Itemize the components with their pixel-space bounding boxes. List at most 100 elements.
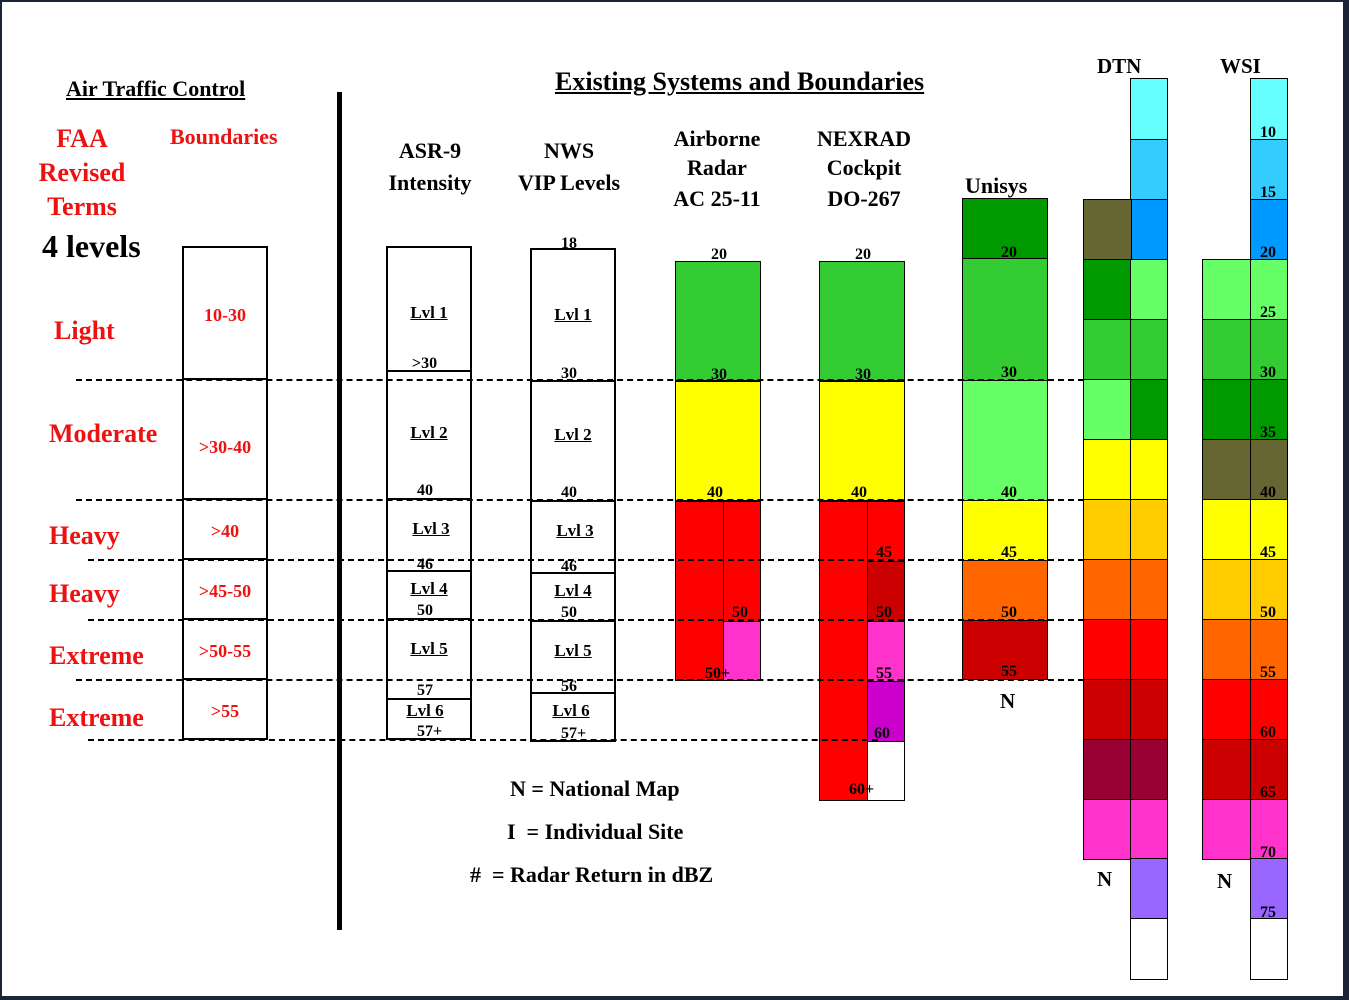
airborne-band-green xyxy=(675,261,761,381)
wsi-band-orange xyxy=(1202,619,1288,681)
dtn-band-orange xyxy=(1083,559,1168,621)
range-40: >40 xyxy=(210,521,240,541)
range-30-40: >30-40 xyxy=(198,437,252,457)
nexrad-title-line3: DO-267 xyxy=(827,186,901,211)
term-extreme: Extreme xyxy=(49,641,144,670)
nexrad-value: 40 xyxy=(851,484,867,501)
nws-value: 30 xyxy=(561,365,577,382)
nws-title-line1: NWS xyxy=(543,138,595,163)
nexrad-band-green xyxy=(819,261,905,381)
nws-column xyxy=(530,248,616,742)
wsi-value: 40 xyxy=(1260,484,1276,501)
four-levels-label: 4 levels xyxy=(42,228,141,264)
wsi-title: WSI xyxy=(1220,54,1261,78)
asr9-level-3: Lvl 3 xyxy=(412,519,450,538)
airborne-band-red-right xyxy=(723,501,761,623)
wsi-value: 25 xyxy=(1260,304,1276,321)
wsi-value: 65 xyxy=(1260,784,1276,801)
unisys-national-marker: N xyxy=(1000,689,1016,713)
airborne-value: 30 xyxy=(711,366,727,383)
unisys-value: 40 xyxy=(1001,484,1017,501)
faa-title-line2: Revised xyxy=(38,158,126,187)
wsi-center-line xyxy=(1250,260,1251,860)
dtn-left-dark-green xyxy=(1083,259,1132,321)
unisys-value: 45 xyxy=(1001,544,1017,561)
dtn-band-green xyxy=(1083,319,1168,381)
nws-level-5: Lvl 5 xyxy=(554,641,592,660)
wsi-value: 75 xyxy=(1260,904,1276,921)
wsi-value: 70 xyxy=(1260,844,1276,861)
airborne-value: 50+ xyxy=(705,665,731,682)
dtn-band-dark-red xyxy=(1083,679,1168,741)
asr9-level-5: Lvl 5 xyxy=(410,639,448,658)
nws-divider xyxy=(530,500,616,502)
nws-value: 50 xyxy=(561,604,577,621)
airborne-band-yellow xyxy=(675,381,761,501)
wsi-band-green xyxy=(1202,319,1288,381)
dtn-right-cyan xyxy=(1130,78,1168,141)
nws-value: 57+ xyxy=(561,725,587,742)
dtn-right-light-green xyxy=(1130,259,1168,321)
boundaries-label: Boundaries xyxy=(170,124,278,149)
wsi-value: 55 xyxy=(1260,664,1276,681)
dtn-right-blue xyxy=(1130,199,1168,261)
boundary-line-50 xyxy=(88,619,1084,621)
term-extreme-2: Extreme xyxy=(49,703,144,732)
dtn-right-white xyxy=(1130,918,1168,980)
nws-divider xyxy=(530,380,616,382)
airborne-value: 40 xyxy=(707,484,723,501)
range-10-30: 10-30 xyxy=(204,305,246,325)
asr9-level-1: Lvl 1 xyxy=(410,303,448,322)
asr9-level-2: Lvl 2 xyxy=(410,423,448,442)
nws-title-line2: VIP Levels xyxy=(517,170,621,195)
term-heavy: Heavy xyxy=(49,521,120,550)
unisys-value: 20 xyxy=(1001,244,1017,261)
faa-title-line1: FAA xyxy=(56,124,108,153)
term-heavy-2: Heavy xyxy=(49,579,120,608)
range-45-50: >45-50 xyxy=(198,581,252,601)
dtn-title: DTN xyxy=(1097,54,1142,78)
boundary-line-55 xyxy=(76,679,1084,681)
faa-title-line3: Terms xyxy=(47,192,117,221)
wsi-right-white xyxy=(1250,918,1288,980)
boundary-line-30 xyxy=(76,379,1084,381)
asr9-title-line2: Intensity xyxy=(388,170,472,195)
airborne-band-red-left xyxy=(675,501,725,681)
nexrad-value: 45 xyxy=(876,544,892,561)
dtn-right-sky xyxy=(1130,139,1168,201)
dtn-national-marker: N xyxy=(1097,867,1113,891)
unisys-band-orange xyxy=(962,560,1048,622)
airborne-value: 50 xyxy=(732,604,748,621)
nws-level-1: Lvl 1 xyxy=(554,305,592,324)
range-50-55: >50-55 xyxy=(198,641,252,661)
wsi-national-marker: N xyxy=(1217,869,1233,893)
wsi-value: 20 xyxy=(1260,244,1276,261)
nws-value: 40 xyxy=(561,484,577,501)
wsi-right-violet xyxy=(1250,858,1288,920)
boundary-line-40 xyxy=(76,499,1084,501)
nexrad-band-yellow xyxy=(819,381,905,501)
wsi-right-cyan xyxy=(1250,78,1288,141)
range-55: >55 xyxy=(210,701,240,721)
nexrad-value: 55 xyxy=(876,665,892,682)
nexrad-title-line2: Cockpit xyxy=(826,155,902,180)
nws-value: 46 xyxy=(561,558,577,575)
airborne-title-line3: AC 25-11 xyxy=(673,186,761,211)
unisys-title: Unisys xyxy=(965,173,1028,198)
airborne-title-line1: Airborne xyxy=(673,126,761,151)
unisys-value: 30 xyxy=(1001,364,1017,381)
vertical-divider xyxy=(337,92,342,930)
nexrad-title-line1: NEXRAD xyxy=(816,126,912,151)
dtn-band-magenta xyxy=(1083,799,1168,860)
asr9-divider xyxy=(386,570,472,572)
asr9-value: 57+ xyxy=(417,723,443,740)
wsi-band-gold xyxy=(1202,559,1288,621)
legend-individual-site: I = Individual Site xyxy=(507,819,684,844)
nexrad-value: 30 xyxy=(855,366,871,383)
nws-divider xyxy=(530,572,616,574)
dtn-center-line xyxy=(1130,260,1131,860)
asr9-value: 40 xyxy=(417,482,433,499)
nws-level-2: Lvl 2 xyxy=(554,425,592,444)
boundary-line-60 xyxy=(88,739,878,741)
